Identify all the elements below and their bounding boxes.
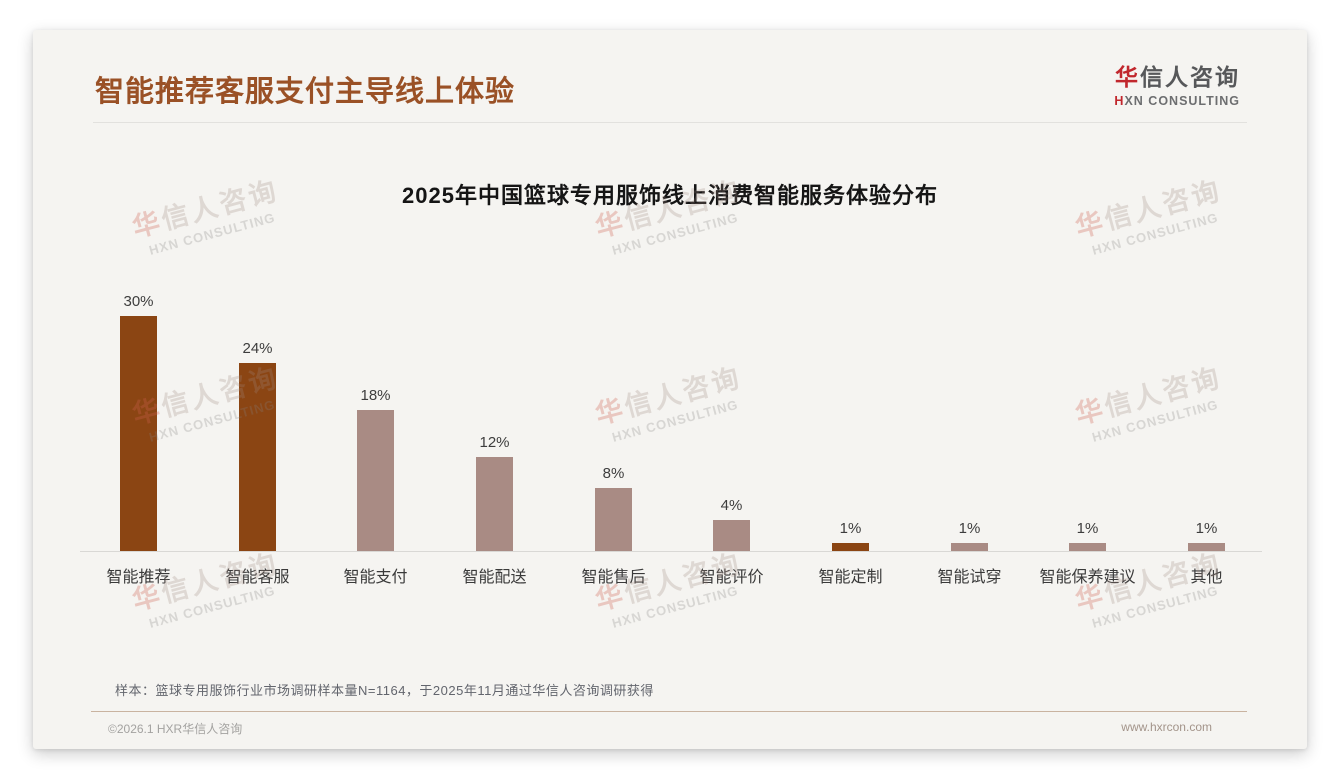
bar-value-label: 18% <box>360 387 391 404</box>
bar-category-label: 智能支付 <box>343 569 408 586</box>
x-axis-line <box>80 551 1262 552</box>
bar-value-label: 8% <box>602 465 625 482</box>
bar-category-label: 智能客服 <box>225 569 290 586</box>
bar-智能保养建议 <box>1069 543 1106 551</box>
bar-category-label: 智能配送 <box>462 569 527 586</box>
page-title: 智能推荐客服支付主导线上体验 <box>95 76 516 108</box>
bar-value-label: 1% <box>958 520 981 537</box>
bar-智能定制 <box>832 543 869 551</box>
bar-智能客服 <box>239 363 276 551</box>
bar-category-label: 智能保养建议 <box>1039 569 1136 586</box>
bar-category-label: 智能售后 <box>581 569 646 586</box>
bar-智能支付 <box>357 410 394 551</box>
bar-category-label: 智能试穿 <box>937 569 1002 586</box>
bar-value-label: 24% <box>242 340 273 357</box>
logo-en-rest: XN CONSULTING <box>1124 94 1240 108</box>
logo-cn-text: 华信人咨询 <box>1114 58 1240 92</box>
bar-category-label: 智能评价 <box>699 569 764 586</box>
bar-智能售后 <box>595 488 632 551</box>
footer-website: www.hxrcon.com <box>1121 720 1212 734</box>
bar-value-label: 30% <box>123 293 154 310</box>
bar-category-label: 其他 <box>1190 569 1223 586</box>
sample-note: 样本：篮球专用服饰行业市场调研样本量N=1164，于2025年11月通过华信人咨… <box>115 683 654 698</box>
logo-en-accent: H <box>1114 94 1125 108</box>
bar-其他 <box>1188 543 1225 551</box>
logo-en-text: HXN CONSULTING <box>1114 94 1240 108</box>
bar-value-label: 4% <box>720 497 743 514</box>
logo-cn-rest: 信人咨询 <box>1140 64 1240 90</box>
chart-title: 2025年中国篮球专用服饰线上消费智能服务体验分布 <box>402 183 938 208</box>
bar-智能配送 <box>476 457 513 551</box>
bar-智能评价 <box>713 520 750 551</box>
plot-area: 30% 智能推荐 24% 智能客服 18% 智能支付 12% 智能配送 8% 智能售后 4% 智能评价… <box>33 30 1307 749</box>
footer-copyright: ©2026.1 HXR华信人咨询 <box>108 722 243 736</box>
bar-智能推荐 <box>120 316 157 551</box>
bar-value-label: 12% <box>479 434 510 451</box>
bar-value-label: 1% <box>839 520 862 537</box>
bar-value-label: 1% <box>1076 520 1099 537</box>
header-divider <box>93 122 1247 123</box>
footer-divider <box>91 711 1247 712</box>
bar-category-label: 智能定制 <box>818 569 883 586</box>
bar-category-label: 智能推荐 <box>106 569 171 586</box>
bar-value-label: 1% <box>1195 520 1218 537</box>
logo: 华信人咨询 HXN CONSULTING <box>1114 58 1240 108</box>
bar-智能试穿 <box>951 543 988 551</box>
logo-cn-accent: 华 <box>1115 64 1140 90</box>
slide: 智能推荐客服支付主导线上体验 华信人咨询 HXN CONSULTING 2025… <box>33 30 1307 749</box>
